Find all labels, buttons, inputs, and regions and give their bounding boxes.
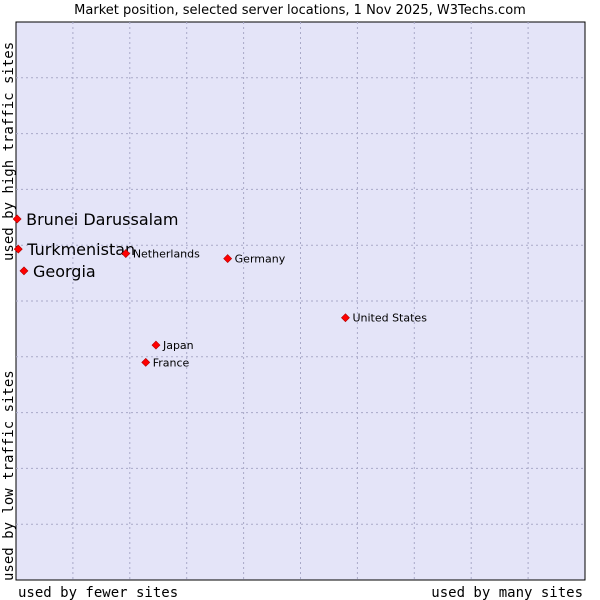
x-axis-label-left: used by fewer sites [18, 585, 178, 600]
x-axis-label-right: used by many sites [431, 585, 583, 600]
data-points: Brunei Darussalam Turkmenistan Georgia Neth… [12, 210, 427, 369]
point-label: United States [352, 312, 427, 325]
point-label: France [153, 356, 190, 369]
point-marker [121, 249, 131, 258]
point-france: France [141, 356, 190, 369]
point-marker [13, 244, 23, 254]
point-georgia: Georgia [19, 262, 96, 281]
point-label: Netherlands [133, 248, 200, 261]
point-marker [151, 340, 161, 350]
point-brunei-darussalam: Brunei Darussalam [12, 210, 179, 229]
point-netherlands: Netherlands [121, 248, 200, 261]
point-label: Brunei Darussalam [26, 210, 178, 229]
point-label: Georgia [33, 262, 96, 281]
grid-lines [16, 22, 585, 580]
point-marker [19, 266, 29, 276]
point-japan: Japan [151, 339, 194, 352]
chart-title: Market position, selected server locatio… [74, 3, 526, 18]
point-germany: Germany [223, 253, 286, 266]
point-label: Germany [235, 253, 286, 266]
point-turkmenistan: Turkmenistan [13, 240, 135, 259]
y-axis-label-bottom: used by low traffic sites [1, 370, 17, 581]
y-axis-label-top: used by high traffic sites [1, 42, 17, 261]
point-marker [141, 357, 151, 367]
point-label: Japan [162, 339, 194, 352]
point-marker [341, 313, 350, 323]
point-marker [223, 254, 233, 264]
point-marker [12, 214, 22, 224]
point-united-states: United States [341, 312, 427, 325]
point-label: Turkmenistan [26, 240, 135, 259]
